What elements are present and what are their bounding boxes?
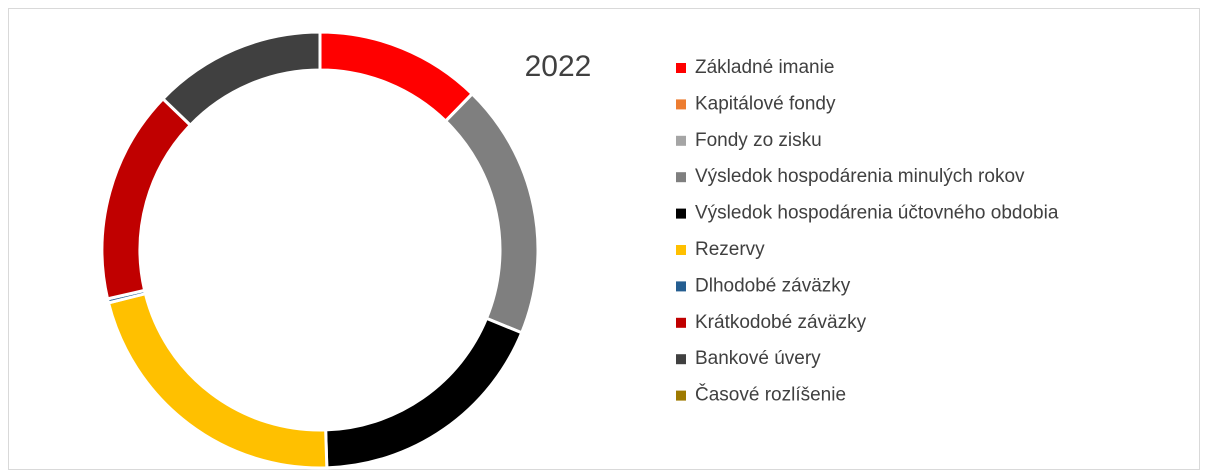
legend-swatch xyxy=(676,354,686,365)
legend-label: Časové rozlíšenie xyxy=(695,384,846,406)
legend-label: Základné imanie xyxy=(695,57,834,78)
legend-label: Výsledok hospodárenia účtovného obdobia xyxy=(695,203,1059,224)
legend-label: Kapitálové fondy xyxy=(695,93,836,114)
legend-swatch xyxy=(676,135,686,146)
legend-label: Krátkodobé záväzky xyxy=(695,312,867,333)
chart-title: 2022 xyxy=(525,50,592,83)
legend-swatch xyxy=(676,281,686,292)
legend-swatch xyxy=(676,63,686,73)
legend-swatch xyxy=(676,317,686,328)
legend-label: Bankové úvery xyxy=(695,348,821,369)
legend-swatch xyxy=(676,390,686,401)
legend-swatch xyxy=(676,99,686,110)
legend-label: Rezervy xyxy=(695,239,765,260)
legend-label: Výsledok hospodárenia minulých rokov xyxy=(695,166,1025,187)
legend-swatch xyxy=(676,245,686,255)
legend-swatch xyxy=(676,172,686,183)
legend-label: Dlhodobé záväzky xyxy=(695,275,851,296)
legend-label: Fondy zo zisku xyxy=(695,130,822,151)
legend-swatch xyxy=(676,208,686,219)
